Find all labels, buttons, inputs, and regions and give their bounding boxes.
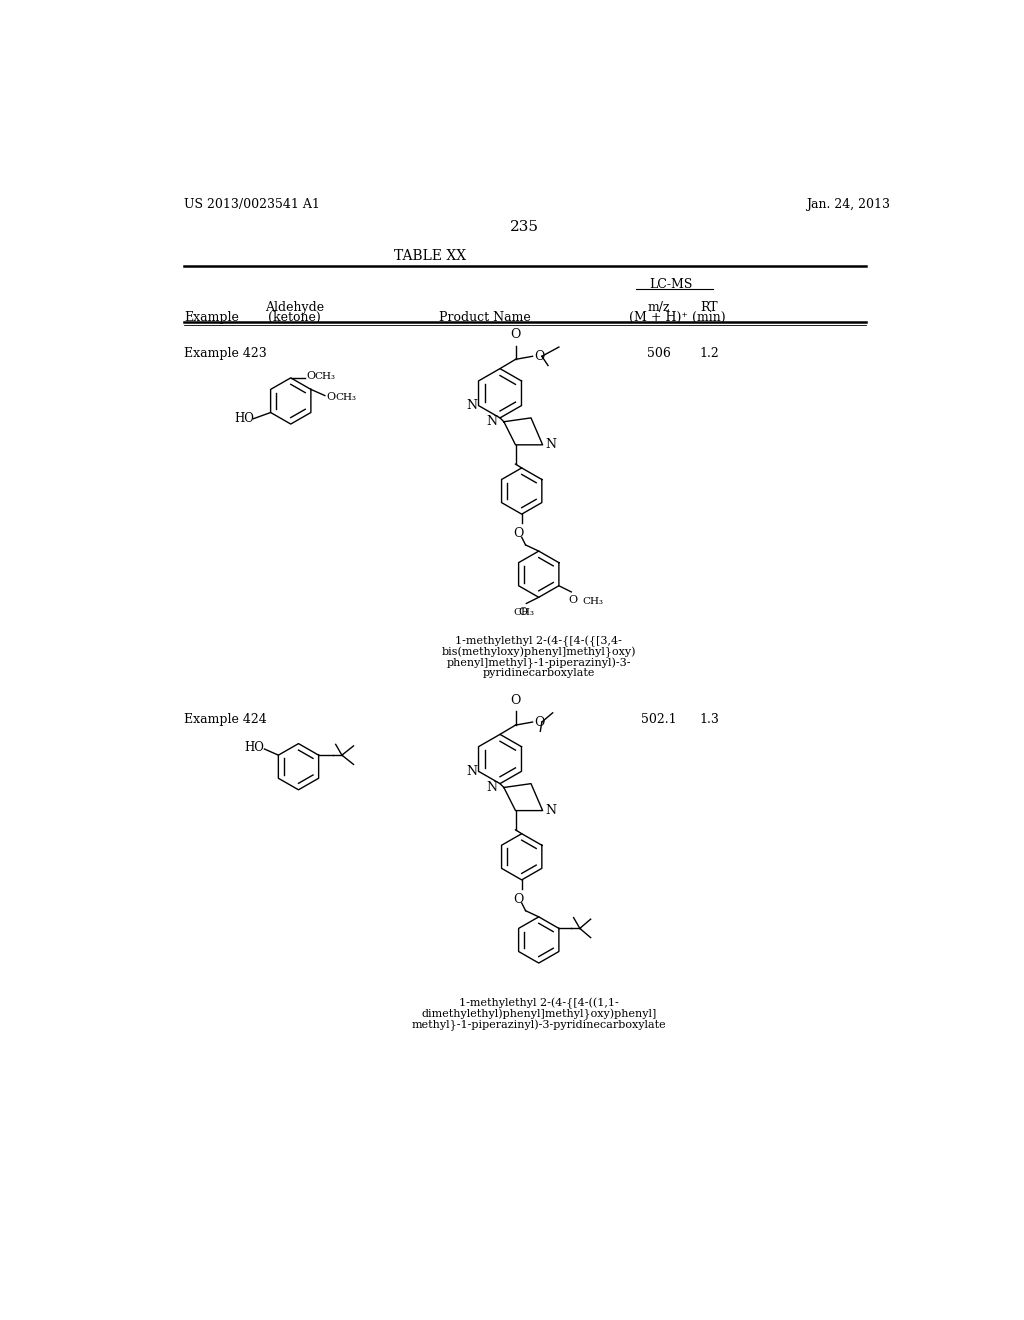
Text: pyridinecarboxylate: pyridinecarboxylate [482, 668, 595, 678]
Text: CH₃: CH₃ [513, 609, 535, 618]
Text: CH₃: CH₃ [314, 372, 336, 380]
Text: O: O [519, 607, 527, 616]
Text: O: O [510, 327, 520, 341]
Text: 235: 235 [510, 220, 540, 234]
Text: 1-methylethyl 2-(4-{[4-((1,1-: 1-methylethyl 2-(4-{[4-((1,1- [459, 998, 618, 1008]
Text: N: N [486, 416, 498, 428]
Text: US 2013/0023541 A1: US 2013/0023541 A1 [183, 198, 319, 211]
Text: HO: HO [234, 412, 254, 425]
Text: m/z: m/z [647, 301, 670, 314]
Text: Product Name: Product Name [438, 312, 530, 323]
Text: HO: HO [245, 741, 264, 754]
Text: Jan. 24, 2013: Jan. 24, 2013 [806, 198, 890, 211]
Text: N: N [486, 781, 498, 795]
Text: phenyl]methyl}-1-piperazinyl)-3-: phenyl]methyl}-1-piperazinyl)-3- [446, 657, 631, 669]
Text: N: N [466, 764, 477, 777]
Text: 506: 506 [647, 347, 671, 360]
Text: 502.1: 502.1 [641, 713, 677, 726]
Text: O: O [535, 350, 545, 363]
Text: bis(methyloxy)phenyl]methyl}oxy): bis(methyloxy)phenyl]methyl}oxy) [441, 647, 636, 657]
Text: O: O [568, 595, 578, 605]
Text: TABLE XX: TABLE XX [394, 249, 466, 263]
Text: 1-methylethyl 2-(4-{[4-({[3,4-: 1-methylethyl 2-(4-{[4-({[3,4- [456, 636, 623, 647]
Text: methyl}-1-piperazinyl)-3-pyridinecarboxylate: methyl}-1-piperazinyl)-3-pyridinecarboxy… [412, 1019, 666, 1031]
Text: CH₃: CH₃ [582, 597, 603, 606]
Text: RT: RT [700, 301, 718, 314]
Text: LC-MS: LC-MS [649, 277, 692, 290]
Text: O: O [513, 527, 524, 540]
Text: dimethylethyl)phenyl]methyl}oxy)phenyl]: dimethylethyl)phenyl]methyl}oxy)phenyl] [421, 1008, 656, 1020]
Text: 1.2: 1.2 [699, 347, 719, 360]
Text: O: O [327, 392, 336, 403]
Text: O: O [510, 693, 520, 706]
Text: Aldehyde: Aldehyde [265, 301, 325, 314]
Text: CH₃: CH₃ [335, 392, 356, 401]
Text: (min): (min) [692, 312, 726, 323]
Text: N: N [467, 399, 478, 412]
Text: (M + H)⁺: (M + H)⁺ [630, 312, 688, 323]
Text: Example 424: Example 424 [183, 713, 266, 726]
Text: Example: Example [183, 312, 239, 323]
Text: N: N [546, 804, 557, 817]
Text: O: O [535, 715, 545, 729]
Text: Example 423: Example 423 [183, 347, 266, 360]
Text: (ketone): (ketone) [268, 312, 321, 323]
Text: O: O [513, 892, 524, 906]
Text: O: O [306, 371, 315, 381]
Text: 1.3: 1.3 [699, 713, 719, 726]
Text: N: N [546, 438, 557, 451]
